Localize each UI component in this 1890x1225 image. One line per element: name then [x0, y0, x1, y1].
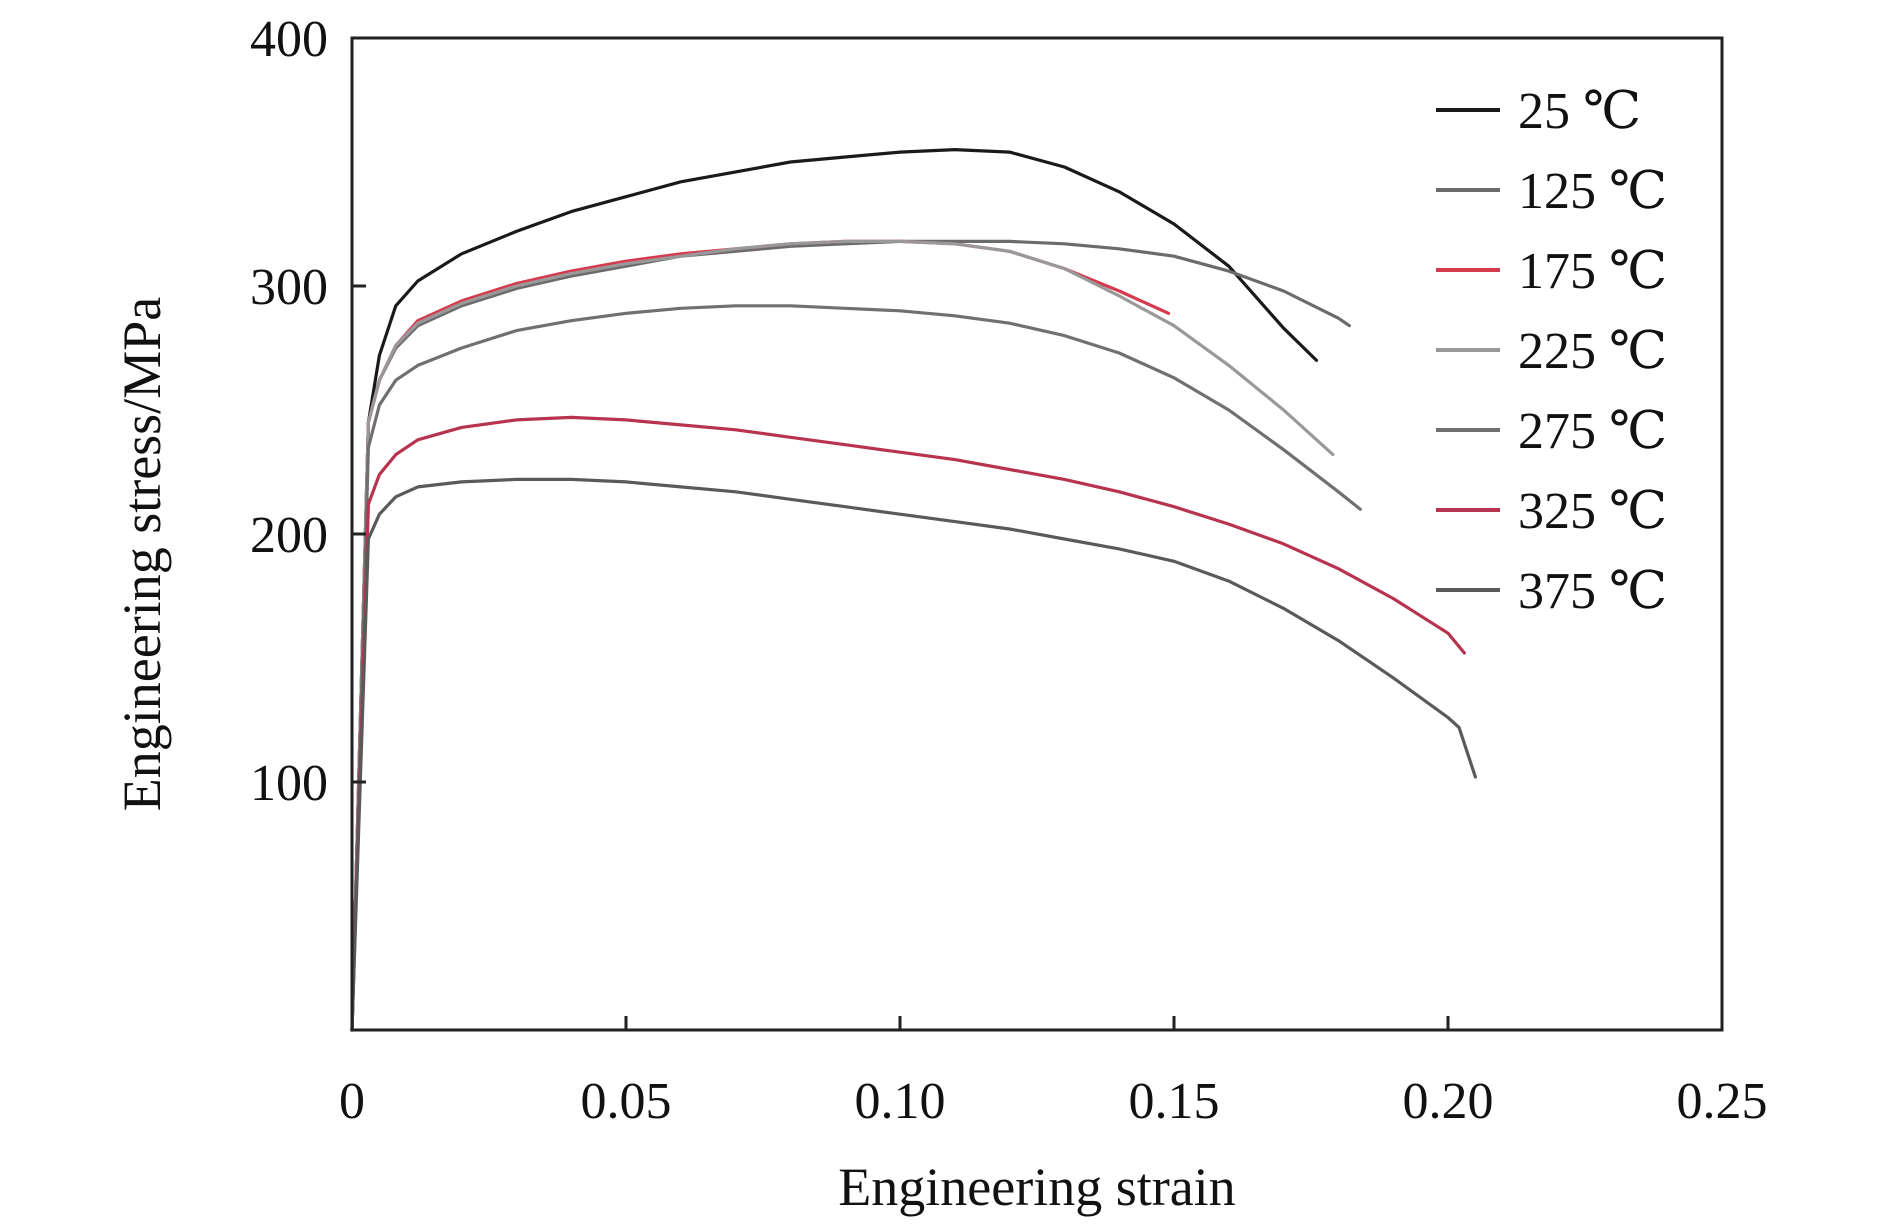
y-tick-label: 400 — [250, 11, 328, 68]
series-line-6 — [350, 477, 1477, 1032]
series-line-4 — [350, 304, 1362, 1032]
x-tick-label: 0.20 — [1403, 1073, 1494, 1130]
legend-label: 125 ℃ — [1518, 163, 1667, 220]
series-line-5 — [350, 415, 1466, 1032]
y-axis-title: Engineering stress/MPa — [112, 297, 172, 811]
plot-series — [350, 148, 1477, 1032]
legend-label: 375 ℃ — [1518, 563, 1667, 620]
series-line-2 — [350, 239, 1171, 1032]
x-tick-label: 0.25 — [1677, 1073, 1768, 1130]
legend-label: 225 ℃ — [1518, 323, 1667, 380]
series-line-0 — [350, 148, 1319, 1032]
y-tick-label: 300 — [250, 259, 328, 316]
x-tick-label: 0.05 — [581, 1073, 672, 1130]
legend-label: 175 ℃ — [1518, 243, 1667, 300]
x-tick-label: 0.15 — [1129, 1073, 1220, 1130]
legend-label: 275 ℃ — [1518, 403, 1667, 460]
x-axis-ticks: 0 0.05 0.10 0.15 0.20 0.25 — [339, 1016, 1768, 1130]
legend: 25 ℃ 125 ℃ 175 ℃ 225 ℃ 275 ℃ 325 ℃ 375 ℃ — [1436, 83, 1667, 620]
legend-label: 325 ℃ — [1518, 483, 1667, 540]
y-tick-label: 100 — [250, 755, 328, 812]
series-line-1 — [350, 239, 1351, 1032]
y-axis-ticks: 100 200 300 400 — [250, 11, 366, 812]
y-tick-label: 200 — [250, 507, 328, 564]
x-tick-label: 0.10 — [855, 1073, 946, 1130]
legend-label: 25 ℃ — [1518, 83, 1641, 140]
series-line-3 — [350, 239, 1335, 1032]
x-axis-title: Engineering strain — [838, 1157, 1235, 1217]
x-tick-label: 0 — [339, 1073, 365, 1130]
